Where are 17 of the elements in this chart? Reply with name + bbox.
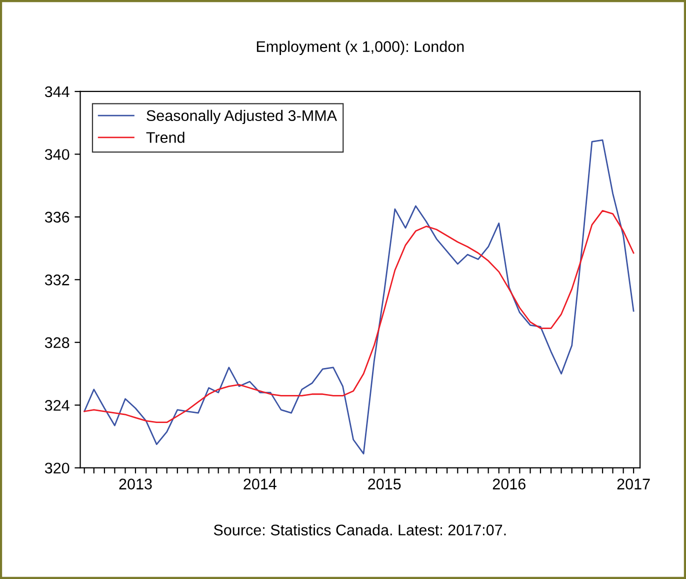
source-note: Source: Statistics Canada. Latest: 2017:07.: [214, 524, 506, 536]
line-series: [84, 210, 634, 424]
x-tick-label: 2015: [368, 478, 401, 490]
legend-label: Seasonally Adjusted 3-MMA: [146, 110, 337, 124]
y-tick-label: 328: [44, 337, 70, 348]
y-tick-label: 324: [44, 400, 70, 411]
y-tick-label: 344: [44, 86, 70, 98]
chart-title: Employment (x 1,000): London: [256, 40, 464, 56]
x-tick-label: 2016: [492, 478, 526, 490]
y-tick-label: 336: [44, 212, 70, 223]
x-tick-label: 2014: [244, 478, 276, 490]
x-tick-label: 2017: [617, 478, 650, 490]
legend-label: Trend: [146, 132, 184, 143]
y-tick-label: 332: [44, 274, 70, 286]
x-tick-label: 2013: [119, 478, 152, 490]
y-tick-label: 320: [44, 462, 70, 474]
y-tick-label: 340: [44, 149, 70, 160]
